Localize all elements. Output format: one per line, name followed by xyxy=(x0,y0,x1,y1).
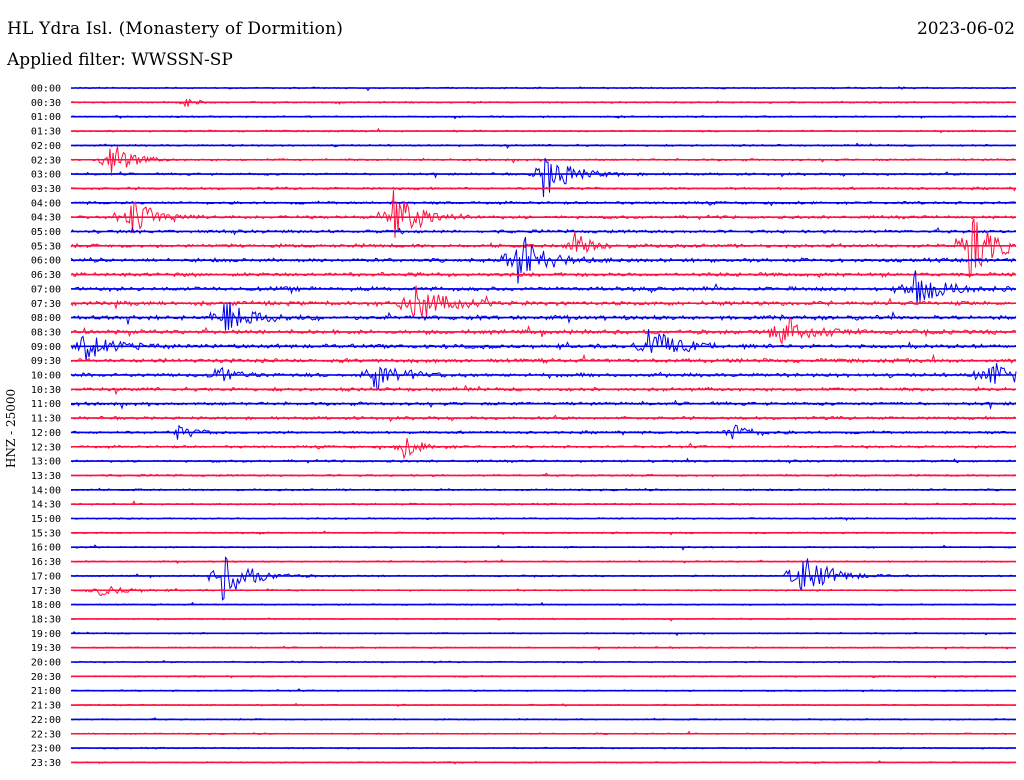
row-time-label: 22:30 xyxy=(31,729,61,740)
row-time-label: 20:00 xyxy=(31,658,61,669)
row-time-label: 17:00 xyxy=(31,571,61,582)
row-time-label: 02:00 xyxy=(31,141,61,152)
row-time-label: 23:00 xyxy=(31,744,61,755)
row-time-label: 05:30 xyxy=(31,241,61,252)
row-time-label: 08:00 xyxy=(31,313,61,324)
row-time-label: 17:30 xyxy=(31,586,61,597)
row-time-label: 13:00 xyxy=(31,457,61,468)
row-time-label: 16:30 xyxy=(31,557,61,568)
trace-line xyxy=(70,285,1017,318)
row-time-label: 15:00 xyxy=(31,514,61,525)
trace-line xyxy=(70,218,1017,279)
trace-line xyxy=(70,438,1017,460)
trace-line xyxy=(70,353,1017,364)
row-time-label: 09:30 xyxy=(31,356,61,367)
row-time-label: 19:00 xyxy=(31,629,61,640)
row-time-label: 02:30 xyxy=(31,155,61,166)
row-time-label: 04:30 xyxy=(31,213,61,224)
row-time-label: 07:00 xyxy=(31,284,61,295)
row-time-label: 11:30 xyxy=(31,414,61,425)
trace-line xyxy=(70,158,1017,198)
row-time-label: 18:30 xyxy=(31,614,61,625)
row-time-label: 03:00 xyxy=(31,170,61,181)
trace-line xyxy=(70,363,1017,391)
row-time-label: 14:00 xyxy=(31,485,61,496)
row-time-label: 14:30 xyxy=(31,500,61,511)
row-time-label: 16:00 xyxy=(31,543,61,554)
row-time-label: 21:30 xyxy=(31,701,61,712)
row-time-label: 03:30 xyxy=(31,184,61,195)
row-time-label: 10:30 xyxy=(31,385,61,396)
row-time-label: 01:00 xyxy=(31,112,61,123)
row-time-label: 12:30 xyxy=(31,442,61,453)
row-time-label: 13:30 xyxy=(31,471,61,482)
row-time-label: 12:00 xyxy=(31,428,61,439)
row-time-label: 18:00 xyxy=(31,600,61,611)
trace-line xyxy=(70,317,1017,345)
row-time-label: 20:30 xyxy=(31,672,61,683)
trace-line xyxy=(70,301,1017,331)
row-time-label: 15:30 xyxy=(31,528,61,539)
row-time-label: 22:00 xyxy=(31,715,61,726)
filter-label: Applied filter: WWSSN-SP xyxy=(7,50,233,70)
trace-line xyxy=(70,556,1017,601)
row-time-label: 21:00 xyxy=(31,686,61,697)
row-time-label: 09:00 xyxy=(31,342,61,353)
row-time-label: 07:30 xyxy=(31,299,61,310)
row-time-label: 00:30 xyxy=(31,98,61,109)
row-time-label: 04:00 xyxy=(31,198,61,209)
date-label: 2023-06-02 xyxy=(916,19,1015,39)
row-time-label: 11:00 xyxy=(31,399,61,410)
trace-line xyxy=(70,585,1017,597)
trace-line xyxy=(70,329,1017,361)
row-time-label: 10:00 xyxy=(31,371,61,382)
row-time-label: 06:00 xyxy=(31,256,61,267)
row-time-label: 23:30 xyxy=(31,758,61,769)
row-time-label: 05:00 xyxy=(31,227,61,238)
row-time-label: 08:30 xyxy=(31,327,61,338)
row-time-label: 06:30 xyxy=(31,270,61,281)
row-time-label: 00:00 xyxy=(31,84,61,95)
row-time-label: 19:30 xyxy=(31,643,61,654)
station-title: HL Ydra Isl. (Monastery of Dormition) xyxy=(7,19,344,39)
row-time-label: 01:30 xyxy=(31,127,61,138)
